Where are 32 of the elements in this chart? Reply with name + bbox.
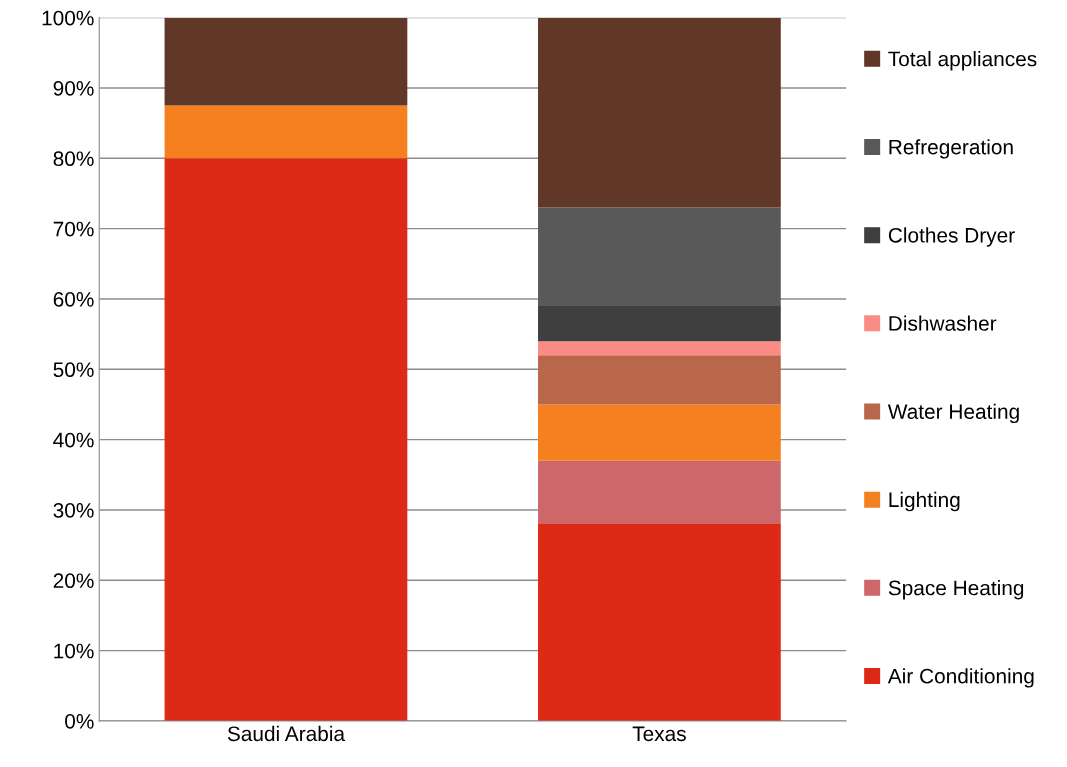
legend-label: Refregeration [889,139,1013,159]
legend-label: Air Conditioning [887,668,1034,688]
bar [538,17,781,208]
y-tick-label: 10% [54,643,94,659]
y-tick-label: 100% [42,10,94,26]
x-tick-label: Texas [632,726,686,742]
legend-label: Water Heating [887,403,1019,424]
legend-label: Total appliances [888,51,1037,71]
legend-label: Dishwasher [889,315,997,331]
y-tick-label: 0% [65,713,94,729]
y-tick-label: 90% [53,80,94,96]
bar [164,158,408,721]
y-tick-label: 70% [53,221,94,237]
bar [538,306,781,342]
bar [538,355,781,405]
y-tick-label: 30% [53,502,94,518]
bar [538,341,781,356]
legend-label: Clothes Dryer [888,227,1015,247]
legend-label: Lighting [889,491,960,512]
bar [164,105,408,159]
x-tick-label: Saudi Arabia [227,725,346,742]
bar [538,524,781,721]
y-tick-label: 40% [53,432,94,448]
bar [164,17,408,106]
y-tick-label: 50% [53,362,94,378]
bar [538,404,781,461]
y-tick-label: 80% [53,151,94,167]
y-tick-label: 60% [53,291,94,307]
bar [538,460,781,525]
y-tick-label: 20% [53,573,94,589]
bar [538,207,781,307]
legend-label: Space Heating [888,580,1024,600]
